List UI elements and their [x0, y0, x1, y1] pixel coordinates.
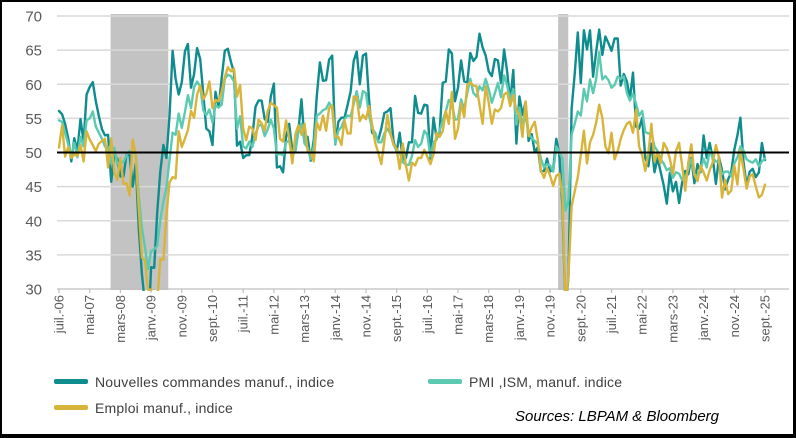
y-tick-label: 60 — [25, 77, 42, 94]
x-tick-label: nov.-09 — [174, 295, 189, 337]
gridlines — [57, 15, 789, 256]
x-tick-label: mars-23 — [665, 295, 680, 343]
x-tick-label: mars-13 — [297, 295, 312, 343]
y-axis: 70 65 60 55 50 45 40 35 30 — [25, 9, 42, 299]
x-tick-label: mars-08 — [113, 295, 128, 343]
x-tick-label: mai-17 — [451, 295, 466, 335]
employment-line-swatch — [54, 405, 88, 410]
x-tick-label: mai-12 — [266, 295, 281, 335]
y-tick-label: 45 — [25, 179, 42, 196]
y-tick-label: 50 — [25, 145, 42, 162]
legend-item-employment: Emploi manuf., indice — [54, 399, 233, 416]
series-line — [57, 51, 767, 271]
new-orders-line-swatch — [54, 379, 88, 384]
x-tick-label: juil.-06 — [52, 295, 67, 334]
x-tick-label: nov.-24 — [727, 295, 742, 337]
y-tick-label: 70 — [25, 9, 42, 26]
x-tick-label: nov.-19 — [543, 295, 558, 337]
series — [57, 28, 767, 291]
y-tick-label: 30 — [25, 282, 42, 299]
x-tick-label: juil.-11 — [236, 295, 251, 333]
series-line — [57, 65, 767, 291]
x-tick-label: sept.-20 — [573, 295, 588, 342]
x-tick-label: sept.-25 — [758, 295, 773, 342]
x-tick-label: janv.-19 — [512, 295, 527, 341]
x-tick-label: mars-18 — [481, 295, 496, 343]
x-tick-label: nov.-14 — [358, 295, 373, 337]
x-tick-label: mai-22 — [635, 295, 650, 335]
x-tick-label: janv.-09 — [144, 295, 159, 341]
y-tick-label: 55 — [25, 111, 42, 128]
legend-item-new-orders: Nouvelles commandes manuf., indice — [54, 373, 334, 390]
y-tick-label: 40 — [25, 213, 42, 230]
x-tick-label: mai-07 — [82, 295, 97, 335]
x-tick-label: juil.-21 — [604, 295, 619, 334]
legend-label-new-orders: Nouvelles commandes manuf., indice — [95, 373, 335, 390]
x-tick-label: sept.-15 — [389, 295, 404, 342]
legend-label-pmi: PMI ,ISM, manuf. indice — [469, 373, 623, 390]
y-tick-label: 65 — [25, 43, 42, 60]
x-tick-label: janv.-14 — [328, 295, 343, 341]
x-tick-label: sept.-10 — [205, 295, 220, 342]
legend-item-pmi: PMI ,ISM, manuf. indice — [428, 373, 622, 390]
x-axis: juil.-06 mai-07 mars-08 janv.-09 nov.-09 sept… — [52, 288, 789, 343]
source-note: Sources: LBPAM & Bloomberg — [515, 408, 719, 425]
legend-label-employment: Emploi manuf., indice — [95, 399, 234, 416]
x-tick-label: janv.-24 — [696, 295, 711, 341]
y-tick-label: 35 — [25, 247, 42, 264]
pmi-line-swatch — [428, 379, 462, 384]
x-tick-label: juil.-16 — [420, 295, 435, 334]
line-chart: juil.-06 mai-07 mars-08 janv.-09 nov.-09 sept… — [25, 9, 789, 343]
